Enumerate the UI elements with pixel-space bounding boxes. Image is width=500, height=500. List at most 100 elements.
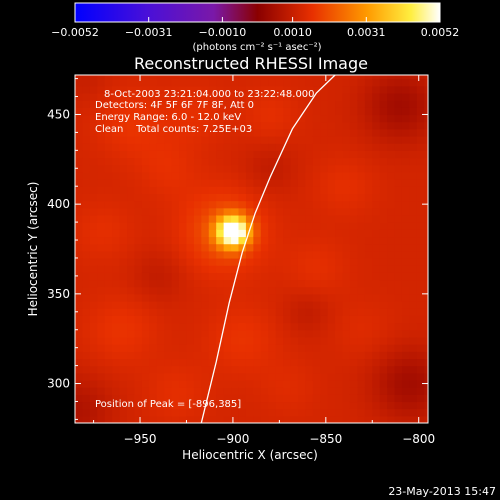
heatmap-cell	[141, 150, 150, 159]
heatmap-cell	[364, 394, 373, 403]
heatmap-cell	[327, 344, 336, 352]
heatmap-cell	[283, 315, 292, 324]
heatmap-cell	[193, 78, 202, 87]
heatmap-cell	[82, 286, 91, 295]
heatmap-cell	[379, 100, 388, 108]
heatmap-cell	[193, 336, 202, 345]
heatmap-cell	[297, 78, 306, 87]
heatmap-cell	[186, 286, 195, 295]
heatmap-cell	[275, 365, 284, 374]
heatmap-cell	[201, 387, 210, 395]
heatmap-cell	[156, 279, 165, 288]
heatmap-cell	[156, 229, 165, 238]
heatmap-cell	[245, 401, 254, 410]
heatmap-cell	[275, 143, 284, 151]
heatmap-cell	[401, 394, 411, 403]
heatmap-cell	[349, 157, 358, 166]
heatmap-cell	[409, 179, 418, 187]
heatmap-cell	[335, 157, 344, 166]
heatmap-cell	[216, 308, 225, 316]
heatmap-cell	[349, 121, 358, 130]
heatmap-cell	[245, 415, 254, 423]
heatmap-cell	[349, 107, 358, 116]
heatmap-cell	[171, 150, 180, 159]
heatmap-cell	[201, 293, 210, 302]
heatmap-cell	[112, 128, 121, 137]
heatmap-cell	[357, 135, 366, 144]
heatmap-cell	[283, 265, 292, 273]
heatmap-cell	[171, 358, 180, 367]
heatmap-cell	[253, 207, 262, 216]
heatmap-cell	[335, 272, 344, 281]
heatmap-cell	[297, 279, 306, 288]
heatmap-cell	[327, 308, 336, 316]
heatmap-cell	[268, 322, 277, 331]
heatmap-cell	[75, 293, 84, 302]
heatmap-cell	[342, 322, 351, 331]
heatmap-cell	[290, 85, 299, 94]
heatmap-cell	[201, 358, 210, 367]
heatmap-cell	[357, 250, 366, 259]
heatmap-cell	[335, 358, 344, 367]
heatmap-cell	[164, 143, 173, 151]
heatmap-cell	[401, 107, 411, 116]
heatmap-cell	[119, 315, 128, 324]
heatmap-cell	[312, 236, 321, 245]
heatmap-cell	[327, 415, 336, 423]
heatmap-cell	[238, 157, 247, 166]
heatmap-cell	[193, 365, 202, 374]
heatmap-cell	[134, 272, 143, 281]
heatmap-cell	[82, 214, 91, 223]
heatmap-cell	[349, 322, 358, 331]
heatmap-cell	[216, 401, 225, 410]
heatmap-cell	[253, 222, 262, 230]
heatmap-cell	[372, 75, 381, 80]
heatmap-cell	[186, 372, 195, 381]
heatmap-cell	[297, 85, 306, 94]
heatmap-cell	[82, 279, 91, 288]
heatmap-cell	[416, 265, 425, 273]
heatmap-cell	[335, 207, 344, 216]
heatmap-cell	[201, 121, 210, 130]
heatmap-cell	[186, 85, 195, 94]
heatmap-cell	[179, 387, 188, 395]
heatmap-cell	[335, 394, 344, 403]
heatmap-cell	[297, 121, 306, 130]
heatmap-cell	[89, 85, 98, 94]
heatmap-cell	[409, 229, 418, 238]
heatmap-cell	[97, 200, 106, 209]
heatmap-cell	[201, 286, 210, 295]
heatmap-cell	[379, 128, 388, 137]
heatmap-cell	[379, 372, 388, 381]
heatmap-cell	[208, 379, 217, 388]
heatmap-cell	[260, 315, 269, 324]
heatmap-cell	[119, 265, 128, 273]
heatmap-cell	[372, 308, 381, 316]
heatmap-cell	[75, 107, 84, 116]
heatmap-cell	[409, 236, 418, 245]
heatmap-cell	[82, 229, 91, 238]
heatmap-cell	[223, 344, 232, 352]
heatmap-cell	[327, 394, 336, 403]
heatmap-cell	[409, 293, 418, 302]
heatmap-cell	[387, 78, 396, 87]
heatmap-cell	[223, 279, 232, 288]
heatmap-cell	[127, 286, 136, 295]
heatmap-cell	[260, 351, 269, 360]
heatmap-cell	[164, 243, 173, 252]
heatmap-cell	[193, 358, 202, 367]
heatmap-cell	[171, 401, 180, 410]
heatmap-cell	[305, 265, 314, 273]
heatmap-cell	[89, 379, 98, 388]
heatmap-cell	[134, 222, 143, 230]
heatmap-cell	[97, 344, 106, 352]
heatmap-cell	[401, 229, 411, 238]
heatmap-cell	[268, 243, 277, 252]
heatmap-cell	[97, 193, 106, 202]
heatmap-cell	[342, 250, 351, 259]
heatmap-cell	[424, 114, 428, 123]
heatmap-cell	[283, 200, 292, 209]
heatmap-cell	[320, 143, 329, 151]
heatmap-cell	[349, 379, 358, 388]
heatmap-cell	[104, 293, 113, 302]
